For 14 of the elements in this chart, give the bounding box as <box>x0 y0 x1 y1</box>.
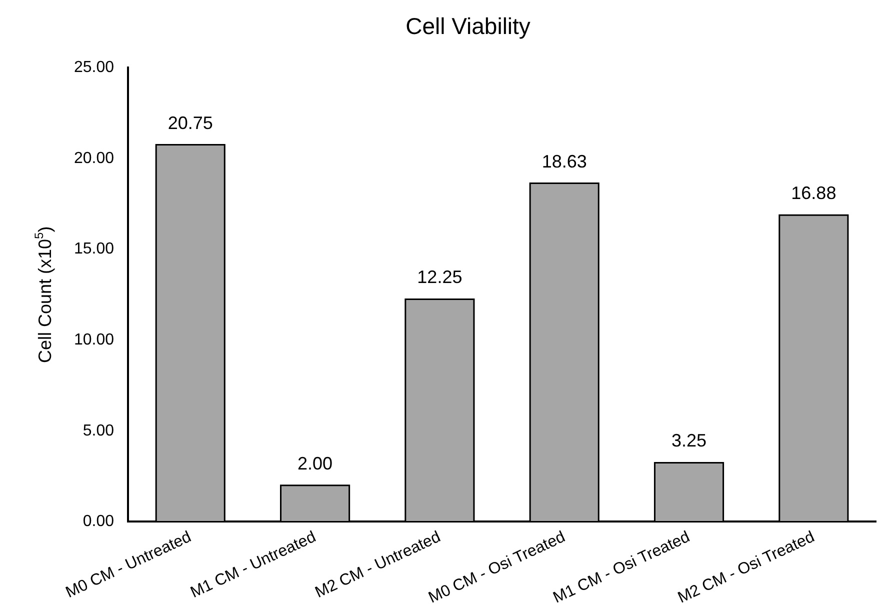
data-label: 20.75 <box>168 112 213 133</box>
y-axis-title: Cell Count (x105) <box>32 226 55 364</box>
y-tick-label: 25.00 <box>74 59 114 76</box>
data-label: 12.25 <box>417 267 462 288</box>
data-label: 3.25 <box>671 430 707 451</box>
chart-title: Cell Viability <box>406 13 531 40</box>
data-label: 18.63 <box>542 151 587 172</box>
y-tick-label: 20.00 <box>74 150 114 167</box>
y-tick-label: 0.00 <box>82 513 114 530</box>
data-label: 2.00 <box>298 453 333 474</box>
y-tick-label: 5.00 <box>82 422 114 440</box>
y-tick-label: 15.00 <box>74 240 114 258</box>
y-tick-label: 10.00 <box>74 331 114 348</box>
data-label: 16.88 <box>791 183 836 204</box>
